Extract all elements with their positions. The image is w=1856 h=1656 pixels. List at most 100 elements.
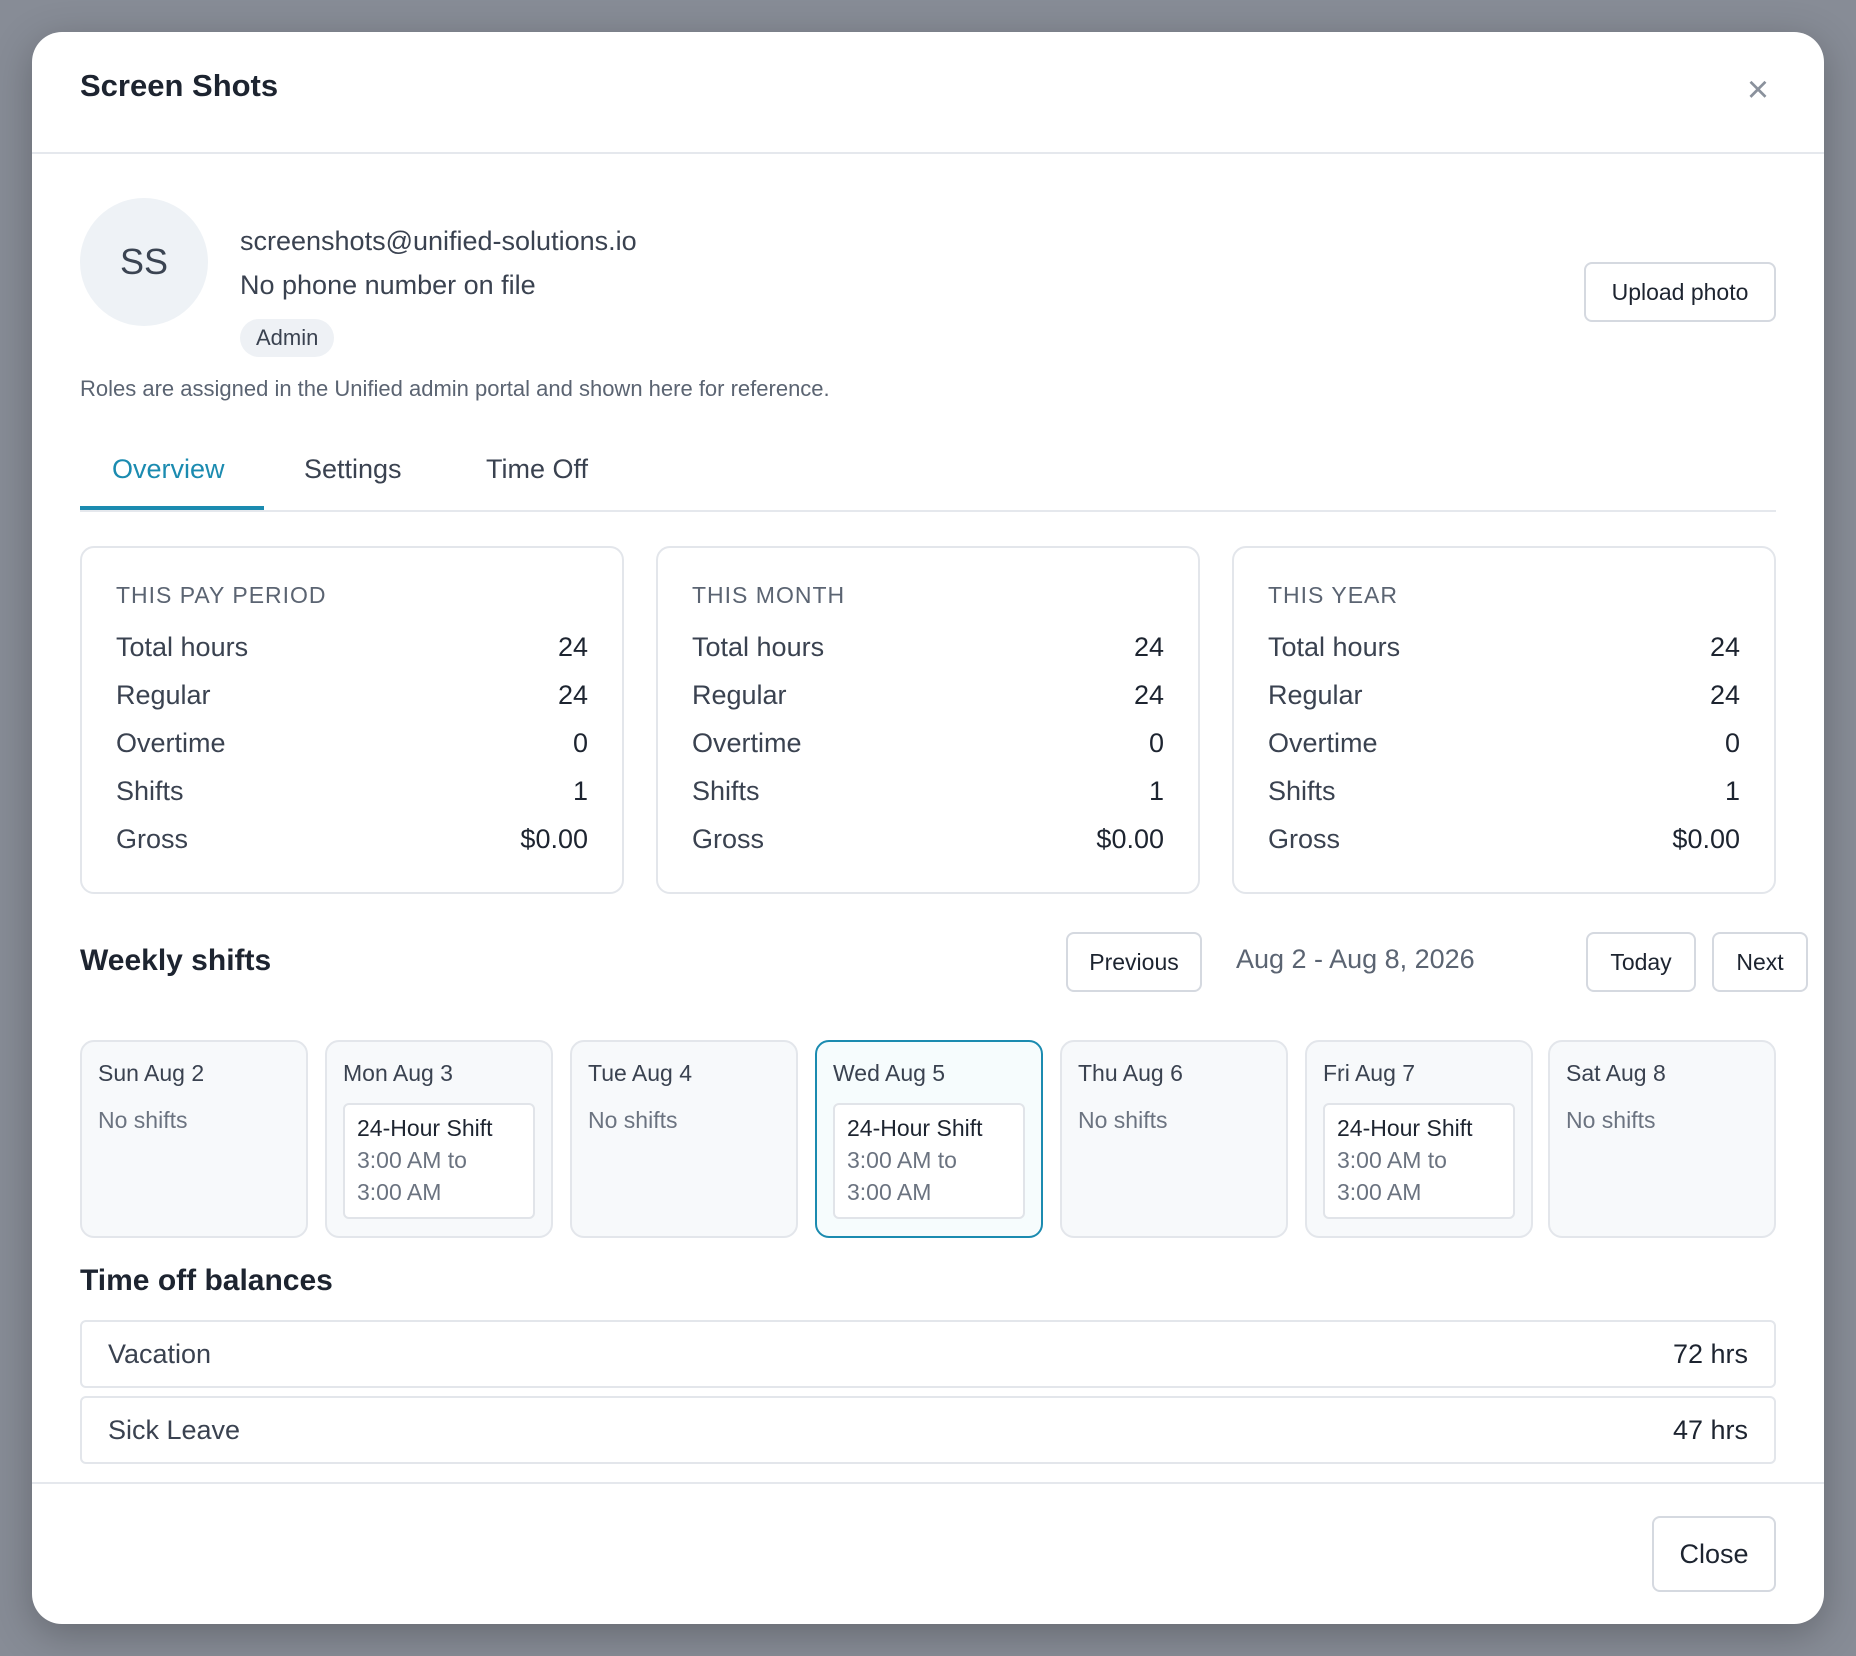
shift-name: 24-Hour Shift — [357, 1115, 493, 1141]
stat-label: Overtime — [116, 727, 226, 758]
balance-label: Vacation — [108, 1338, 212, 1369]
shift-card[interactable]: 24-Hour Shift 3:00 AM to 3:00 AM — [343, 1103, 535, 1219]
modal-header: Screen Shots × — [32, 32, 1824, 154]
day-label: Mon Aug 3 — [343, 1060, 453, 1086]
day-label: Fri Aug 7 — [1323, 1060, 1416, 1086]
day-card[interactable]: Fri Aug 7 24-Hour Shift 3:00 AM to 3:00 … — [1305, 1040, 1533, 1238]
no-shifts-text: No shifts — [1078, 1107, 1168, 1133]
stat-label: Gross — [1268, 823, 1341, 854]
stat-value: 24 — [1133, 631, 1164, 662]
stat-label: Total hours — [116, 631, 249, 662]
profile-modal: Screen Shots × SS screenshots@unified-so… — [32, 32, 1824, 1624]
shift-time-end: 3:00 AM — [847, 1179, 932, 1205]
day-label: Thu Aug 6 — [1078, 1060, 1183, 1086]
stat-value: 24 — [1709, 631, 1740, 662]
balance-value: 72 hrs — [1672, 1338, 1748, 1369]
previous-week-button[interactable]: Previous — [1066, 932, 1202, 992]
day-label: Sun Aug 2 — [98, 1060, 205, 1086]
day-card[interactable]: Mon Aug 3 24-Hour Shift 3:00 AM to 3:00 … — [325, 1040, 553, 1238]
stat-title: THIS YEAR — [1268, 582, 1398, 608]
roles-note: Roles are assigned in the Unified admin … — [80, 376, 830, 401]
shift-name: 24-Hour Shift — [847, 1115, 983, 1141]
stat-label: Overtime — [1268, 727, 1378, 758]
day-card[interactable]: Tue Aug 4 No shifts — [570, 1040, 798, 1238]
stat-row: Overtime 0 — [116, 719, 588, 767]
tab-bar: Overview Settings Time Off — [80, 440, 1776, 512]
stat-row: Regular 24 — [116, 671, 588, 719]
stat-value: $0.00 — [1096, 823, 1164, 854]
stat-label: Gross — [116, 823, 189, 854]
stats-section: THIS PAY PERIOD Total hours 24 Regular 24 … — [80, 546, 1776, 894]
stat-label: Regular — [1268, 679, 1363, 710]
stat-value: 0 — [1724, 727, 1740, 758]
stat-value: 24 — [557, 679, 588, 710]
stat-row: Regular 24 — [1268, 671, 1740, 719]
active-tab-indicator — [80, 506, 264, 510]
stat-value: $0.00 — [520, 823, 588, 854]
modal-footer: Close — [32, 1482, 1824, 1624]
stat-label: Gross — [692, 823, 765, 854]
shift-card[interactable]: 24-Hour Shift 3:00 AM to 3:00 AM — [833, 1103, 1025, 1219]
tab-overview[interactable]: Overview — [112, 454, 225, 484]
user-phone: No phone number on file — [240, 270, 536, 300]
today-button[interactable]: Today — [1586, 932, 1696, 992]
shift-time-start: 3:00 AM to — [357, 1147, 467, 1173]
next-week-button[interactable]: Next — [1712, 932, 1808, 992]
modal-body: SS screenshots@unified-solutions.io No p… — [80, 154, 1808, 1464]
shift-time-start: 3:00 AM to — [847, 1147, 957, 1173]
no-shifts-text: No shifts — [588, 1107, 678, 1133]
no-shifts-text: No shifts — [98, 1107, 188, 1133]
stat-value: 24 — [557, 631, 588, 662]
stat-label: Overtime — [692, 727, 802, 758]
avatar: SS — [80, 198, 208, 326]
day-label: Wed Aug 5 — [833, 1060, 946, 1086]
stat-card-pay-period: THIS PAY PERIOD Total hours 24 Regular 24 … — [80, 546, 624, 894]
stat-row: Shifts 1 — [692, 767, 1164, 815]
stat-row: Total hours 24 — [1268, 623, 1740, 671]
day-label: Tue Aug 4 — [588, 1060, 693, 1086]
balance-value: 47 hrs — [1672, 1414, 1748, 1445]
stat-value: 1 — [1724, 775, 1740, 806]
stat-row: Gross $0.00 — [1268, 815, 1740, 863]
week-range: Aug 2 - Aug 8, 2026 — [1236, 944, 1475, 974]
shift-name: 24-Hour Shift — [1337, 1115, 1473, 1141]
day-card[interactable]: Thu Aug 6 No shifts — [1060, 1040, 1288, 1238]
tab-settings[interactable]: Settings — [304, 454, 402, 484]
shift-time-end: 3:00 AM — [1337, 1179, 1422, 1205]
stat-row: Total hours 24 — [116, 623, 588, 671]
shift-card[interactable]: 24-Hour Shift 3:00 AM to 3:00 AM — [1323, 1103, 1515, 1219]
stat-label: Regular — [116, 679, 211, 710]
day-label: Sat Aug 8 — [1566, 1060, 1666, 1086]
day-card[interactable]: Sun Aug 2 No shifts — [80, 1040, 308, 1238]
day-card-today[interactable]: Wed Aug 5 24-Hour Shift 3:00 AM to 3:00 … — [815, 1040, 1043, 1238]
stat-label: Shifts — [692, 775, 760, 806]
close-icon[interactable]: × — [1746, 69, 1770, 111]
stat-card-month: THIS MONTH Total hours 24 Regular 24 Overt… — [656, 546, 1200, 894]
balance-row-sick-leave: Sick Leave 47 hrs — [80, 1396, 1776, 1464]
user-email: screenshots@unified-solutions.io — [240, 226, 637, 256]
stat-row: Gross $0.00 — [692, 815, 1164, 863]
week-days: Sun Aug 2 No shifts Mon Aug 3 24-Hour Sh… — [80, 1040, 1776, 1240]
stat-label: Total hours — [692, 631, 825, 662]
stat-label: Regular — [692, 679, 787, 710]
stat-label: Shifts — [116, 775, 184, 806]
stat-title: THIS PAY PERIOD — [116, 582, 327, 608]
stat-row: Overtime 0 — [1268, 719, 1740, 767]
stat-row: Total hours 24 — [692, 623, 1164, 671]
shift-time-end: 3:00 AM — [357, 1179, 442, 1205]
stat-label: Shifts — [1268, 775, 1336, 806]
stat-value: $0.00 — [1672, 823, 1740, 854]
stat-value: 1 — [1148, 775, 1164, 806]
balance-row-vacation: Vacation 72 hrs — [80, 1320, 1776, 1388]
stat-value: 24 — [1133, 679, 1164, 710]
stat-value: 24 — [1709, 679, 1740, 710]
stat-card-year: THIS YEAR Total hours 24 Regular 24 Overti… — [1232, 546, 1776, 894]
modal-title: Screen Shots — [80, 68, 279, 103]
role-badge: Admin — [240, 319, 335, 357]
stat-value: 1 — [572, 775, 588, 806]
day-card[interactable]: Sat Aug 8 No shifts — [1548, 1040, 1776, 1238]
tab-time-off[interactable]: Time Off — [486, 454, 589, 484]
upload-photo-button[interactable]: Upload photo — [1584, 262, 1776, 322]
stat-row: Gross $0.00 — [116, 815, 588, 863]
close-button[interactable]: Close — [1652, 1516, 1776, 1592]
